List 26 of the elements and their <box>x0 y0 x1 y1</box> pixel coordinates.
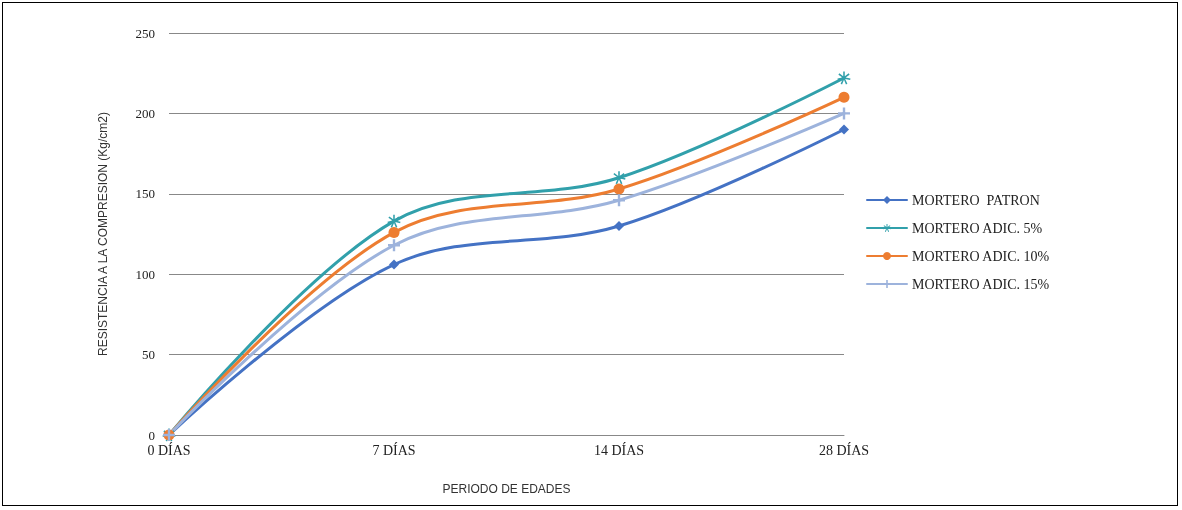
x-tick-label: 0 DÍAS <box>147 441 191 458</box>
point <box>614 220 624 231</box>
point <box>838 107 850 120</box>
y-axis-title: RESISTENCIA A LA COMPRESION (Kg/cm2) <box>96 111 110 357</box>
point <box>838 91 850 103</box>
point <box>388 226 400 238</box>
y-tick-label: 100 <box>135 266 155 282</box>
point <box>387 214 401 228</box>
point <box>612 171 626 185</box>
legend-label: MORTERO PATRON <box>912 192 1040 208</box>
point <box>837 71 851 85</box>
y-tick-label: 0 <box>148 427 155 443</box>
x-tick-label: 28 DÍAS <box>818 441 870 458</box>
y-tick-label: 50 <box>142 347 155 363</box>
y-tick-label: 250 <box>135 25 155 41</box>
point <box>839 124 849 135</box>
point <box>613 183 625 195</box>
legend-label: MORTERO ADIC. 10% <box>912 248 1050 264</box>
x-tick-label: 14 DÍAS <box>593 441 645 458</box>
y-tick-label: 150 <box>135 186 155 202</box>
y-tick-label: 200 <box>135 105 155 121</box>
x-tick-label: 7 DÍAS <box>372 441 416 458</box>
legend-label: MORTERO ADIC. 5% <box>912 220 1043 236</box>
point <box>389 259 399 270</box>
legend-label: MORTERO ADIC. 15% <box>912 276 1050 292</box>
x-axis-title: PERIODO DE EDADES <box>442 482 571 496</box>
